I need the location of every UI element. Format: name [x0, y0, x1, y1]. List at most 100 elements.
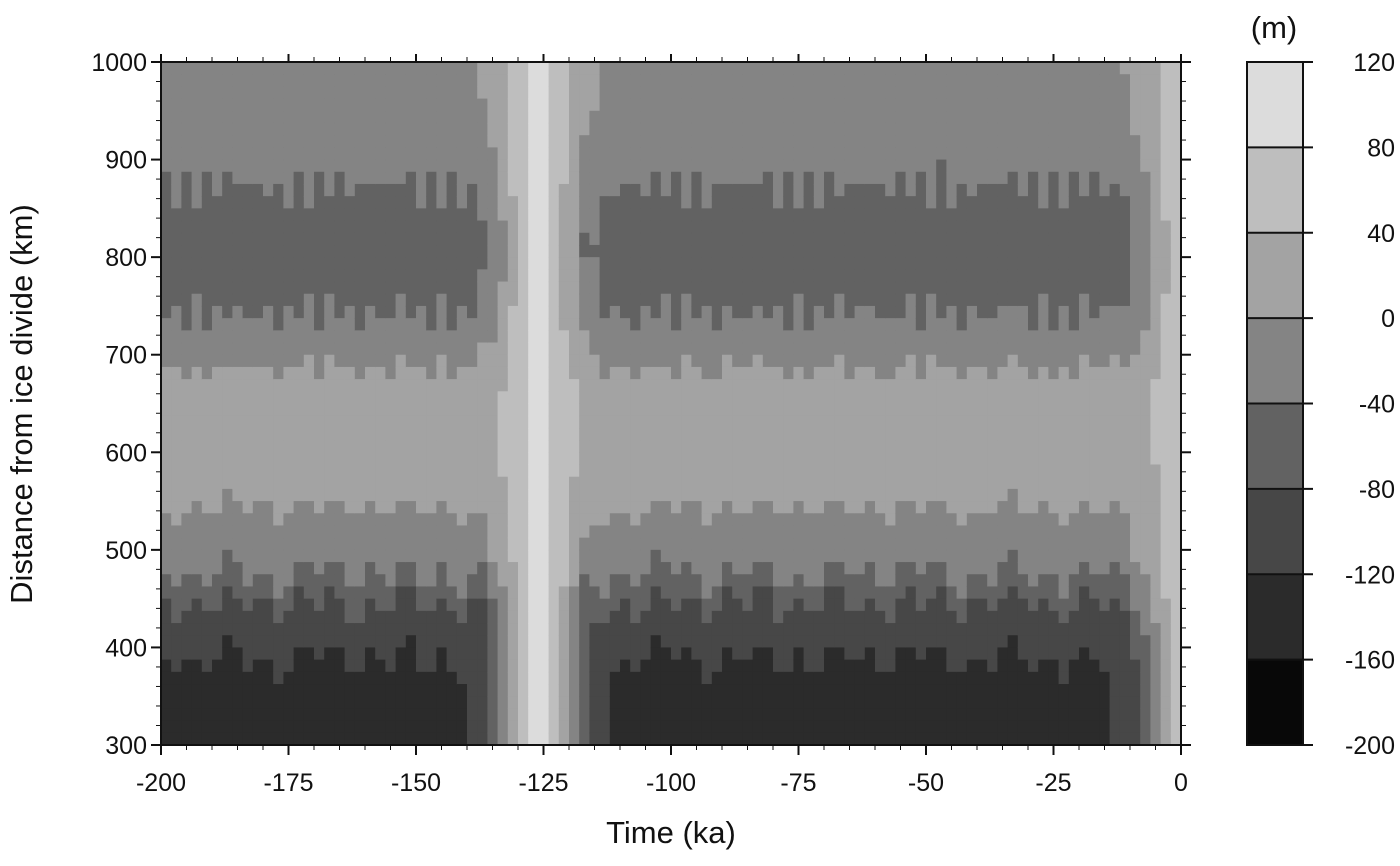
contour-cell: [456, 415, 468, 429]
contour-cell: [834, 98, 845, 112]
contour-cell: [905, 196, 917, 209]
contour-cell: [599, 732, 611, 746]
contour-cell: [222, 452, 233, 466]
contour-cell: [1058, 110, 1070, 124]
contour-cell: [201, 708, 213, 722]
contour-cell: [650, 720, 662, 734]
contour-cell: [385, 366, 397, 380]
contour-cell: [946, 171, 958, 185]
contour-cell: [385, 220, 397, 234]
contour-cell: [650, 598, 662, 612]
contour-cell: [161, 354, 172, 368]
contour-cell: [283, 318, 295, 331]
contour-cell: [375, 708, 386, 722]
contour-cell: [222, 293, 233, 307]
contour-cell: [201, 318, 213, 331]
contour-cell: [701, 220, 713, 234]
contour-cell: [212, 366, 223, 380]
contour-cell: [569, 647, 580, 661]
contour-cell: [620, 354, 631, 368]
contour-cell: [252, 610, 264, 624]
contour-cell: [854, 525, 866, 539]
contour-cell: [293, 135, 305, 148]
contour-cell: [507, 525, 519, 539]
contour-cell: [671, 488, 682, 502]
contour-cell: [487, 196, 499, 209]
contour-cell: [732, 159, 743, 173]
contour-cell: [864, 159, 876, 173]
contour-cell: [375, 549, 386, 563]
contour-cell: [1017, 525, 1029, 539]
contour-cell: [395, 391, 407, 405]
contour-cell: [609, 318, 621, 331]
contour-cell: [803, 684, 815, 697]
contour-cell: [722, 110, 733, 124]
contour-cell: [752, 391, 764, 405]
contour-cell: [426, 98, 437, 112]
contour-cell: [783, 183, 794, 197]
contour-cell: [640, 74, 652, 87]
contour-cell: [926, 488, 937, 502]
contour-cell: [844, 354, 856, 368]
contour-cell: [528, 476, 539, 490]
contour-cell: [609, 171, 621, 185]
contour-cell: [212, 269, 223, 283]
contour-cell: [1028, 62, 1039, 75]
contour-cell: [212, 732, 223, 746]
contour-cell: [660, 98, 672, 112]
contour-cell: [875, 501, 886, 514]
contour-cell: [436, 86, 448, 100]
contour-cell: [1017, 562, 1029, 575]
contour-cell: [487, 562, 499, 575]
contour-cell: [1038, 476, 1049, 490]
contour-cell: [334, 74, 346, 87]
contour-cell: [875, 464, 886, 478]
contour-cell: [334, 62, 346, 75]
contour-cell: [640, 244, 652, 258]
contour-cell: [966, 427, 978, 441]
contour-cell: [436, 720, 448, 734]
contour-cell: [793, 671, 805, 685]
contour-cell: [803, 220, 815, 234]
contour-cell: [354, 696, 366, 710]
contour-cell: [895, 464, 907, 478]
contour-cell: [467, 671, 478, 685]
contour-cell: [507, 220, 519, 234]
contour-cell: [609, 720, 621, 734]
contour-cell: [334, 647, 346, 661]
contour-cell: [926, 732, 937, 746]
contour-cell: [813, 122, 825, 136]
contour-cell: [507, 598, 519, 612]
contour-cell: [915, 549, 927, 563]
contour-cell: [671, 293, 682, 307]
contour-cell: [966, 501, 978, 514]
contour-cell: [181, 74, 193, 87]
contour-cell: [161, 415, 172, 429]
contour-cell: [477, 208, 488, 222]
contour-cell: [558, 562, 570, 575]
contour-cell: [324, 488, 335, 502]
contour-cell: [895, 598, 907, 612]
contour-cell: [283, 696, 295, 710]
contour-cell: [620, 183, 631, 197]
contour-cell: [171, 98, 182, 112]
contour-cell: [895, 122, 907, 136]
contour-cell: [354, 549, 366, 563]
contour-cell: [446, 537, 458, 551]
contour-cell: [538, 623, 550, 636]
contour-cell: [416, 659, 427, 673]
contour-cell: [558, 366, 570, 380]
contour-cell: [569, 135, 580, 148]
contour-cell: [946, 684, 958, 697]
contour-cell: [742, 62, 754, 75]
contour-cell: [252, 464, 264, 478]
contour-cell: [242, 257, 254, 270]
contour-cell: [1058, 635, 1070, 649]
contour-cell: [773, 671, 784, 685]
contour-cell: [528, 501, 539, 514]
contour-cell: [303, 659, 315, 673]
contour-cell: [956, 86, 968, 100]
contour-cell: [691, 476, 703, 490]
contour-cell: [548, 379, 560, 392]
contour-cell: [711, 476, 723, 490]
